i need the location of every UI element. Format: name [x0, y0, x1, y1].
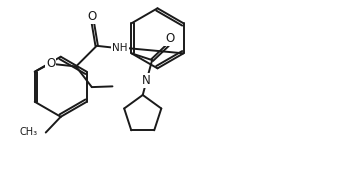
Text: O: O — [165, 32, 174, 45]
Text: O: O — [46, 57, 55, 70]
Text: NH: NH — [112, 43, 128, 53]
Text: CH₃: CH₃ — [19, 127, 38, 137]
Text: O: O — [88, 10, 97, 23]
Text: N: N — [142, 74, 151, 87]
